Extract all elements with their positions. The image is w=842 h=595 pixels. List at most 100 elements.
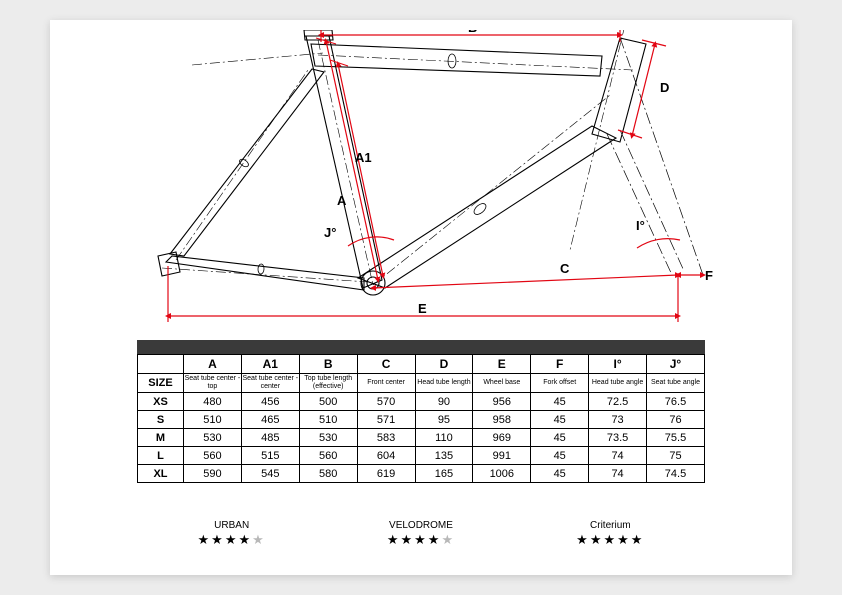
value-cell: 991 (473, 447, 531, 465)
col-desc: Head tube angle (589, 374, 647, 393)
col-desc: Seat tube angle (647, 374, 705, 393)
col-desc: Seat tube center - top (184, 374, 242, 393)
table-row: S51046551057195958457376 (138, 411, 705, 429)
label-E: E (418, 301, 427, 316)
value-cell: 72.5 (589, 393, 647, 411)
value-cell: 74.5 (647, 465, 705, 483)
label-F: F (705, 268, 713, 283)
rating-name: VELODROME (326, 520, 515, 531)
value-cell: 90 (415, 393, 473, 411)
value-cell: 530 (184, 429, 242, 447)
geometry-table: A A1 B C D E F I° J° SIZE Seat tube cent… (137, 354, 705, 483)
value-cell: 110 (415, 429, 473, 447)
label-A: A (337, 193, 347, 208)
value-cell: 76.5 (647, 393, 705, 411)
col-desc: Seat tube center - center (241, 374, 299, 393)
value-cell: 583 (357, 429, 415, 447)
rating-name: Criterium (516, 520, 705, 531)
table-row: L560515560604135991457475 (138, 447, 705, 465)
size-cell: XL (138, 465, 184, 483)
value-cell: 45 (531, 447, 589, 465)
value-cell: 135 (415, 447, 473, 465)
value-cell: 560 (299, 447, 357, 465)
value-cell: 45 (531, 411, 589, 429)
size-cell: S (138, 411, 184, 429)
value-cell: 500 (299, 393, 357, 411)
col-code: D (415, 355, 473, 374)
value-cell: 590 (184, 465, 242, 483)
rating-stars: ★★★★★ (516, 532, 705, 548)
col-code: A1 (241, 355, 299, 374)
col-code: E (473, 355, 531, 374)
size-heading: SIZE (138, 374, 184, 393)
col-code: B (299, 355, 357, 374)
table-row: XS480456500570909564572.576.5 (138, 393, 705, 411)
label-B: B (468, 30, 477, 35)
label-J: J° (324, 225, 336, 240)
rating-stars: ★★★★★ (137, 532, 326, 548)
value-cell: 580 (299, 465, 357, 483)
value-cell: 76 (647, 411, 705, 429)
value-cell: 73 (589, 411, 647, 429)
value-cell: 958 (473, 411, 531, 429)
rating-stars: ★★★★★ (326, 532, 515, 548)
value-cell: 480 (184, 393, 242, 411)
value-cell: 956 (473, 393, 531, 411)
value-cell: 74 (589, 465, 647, 483)
value-cell: 530 (299, 429, 357, 447)
rating: Criterium★★★★★ (516, 520, 705, 548)
col-code: J° (647, 355, 705, 374)
label-A1: A1 (355, 150, 372, 165)
value-cell: 510 (299, 411, 357, 429)
value-cell: 456 (241, 393, 299, 411)
col-desc: Front center (357, 374, 415, 393)
value-cell: 604 (357, 447, 415, 465)
rating: VELODROME★★★★★ (326, 520, 515, 548)
table-header-codes: A A1 B C D E F I° J° (138, 355, 705, 374)
value-cell: 560 (184, 447, 242, 465)
value-cell: 45 (531, 465, 589, 483)
value-cell: 545 (241, 465, 299, 483)
value-cell: 75.5 (647, 429, 705, 447)
col-desc: Top tube length (effective) (299, 374, 357, 393)
col-desc: Wheel base (473, 374, 531, 393)
value-cell: 165 (415, 465, 473, 483)
label-C: C (560, 261, 570, 276)
table-row: XL5905455806191651006457474.5 (138, 465, 705, 483)
label-I: I° (636, 218, 645, 233)
table-row: M5304855305831109694573.575.5 (138, 429, 705, 447)
frame-diagram: B D A A1 C E F J° I° (80, 30, 762, 330)
value-cell: 619 (357, 465, 415, 483)
value-cell: 73.5 (589, 429, 647, 447)
col-desc: Fork offset (531, 374, 589, 393)
value-cell: 75 (647, 447, 705, 465)
ratings-row: URBAN★★★★★VELODROME★★★★★Criterium★★★★★ (137, 520, 705, 548)
size-cell: XS (138, 393, 184, 411)
table-header-desc: SIZE Seat tube center - top Seat tube ce… (138, 374, 705, 393)
geometry-table-wrap: A A1 B C D E F I° J° SIZE Seat tube cent… (137, 340, 705, 483)
col-code: C (357, 355, 415, 374)
value-cell: 570 (357, 393, 415, 411)
value-cell: 510 (184, 411, 242, 429)
value-cell: 74 (589, 447, 647, 465)
col-code: F (531, 355, 589, 374)
col-code: A (184, 355, 242, 374)
col-desc: Head tube length (415, 374, 473, 393)
rating: URBAN★★★★★ (137, 520, 326, 548)
value-cell: 45 (531, 429, 589, 447)
table-top-bar (137, 340, 705, 354)
size-cell: L (138, 447, 184, 465)
geometry-card: B D A A1 C E F J° I° A A1 (50, 20, 792, 575)
value-cell: 95 (415, 411, 473, 429)
col-code: I° (589, 355, 647, 374)
value-cell: 515 (241, 447, 299, 465)
size-cell: M (138, 429, 184, 447)
value-cell: 465 (241, 411, 299, 429)
value-cell: 571 (357, 411, 415, 429)
rating-name: URBAN (137, 520, 326, 531)
value-cell: 485 (241, 429, 299, 447)
value-cell: 1006 (473, 465, 531, 483)
value-cell: 45 (531, 393, 589, 411)
value-cell: 969 (473, 429, 531, 447)
label-D: D (660, 80, 669, 95)
